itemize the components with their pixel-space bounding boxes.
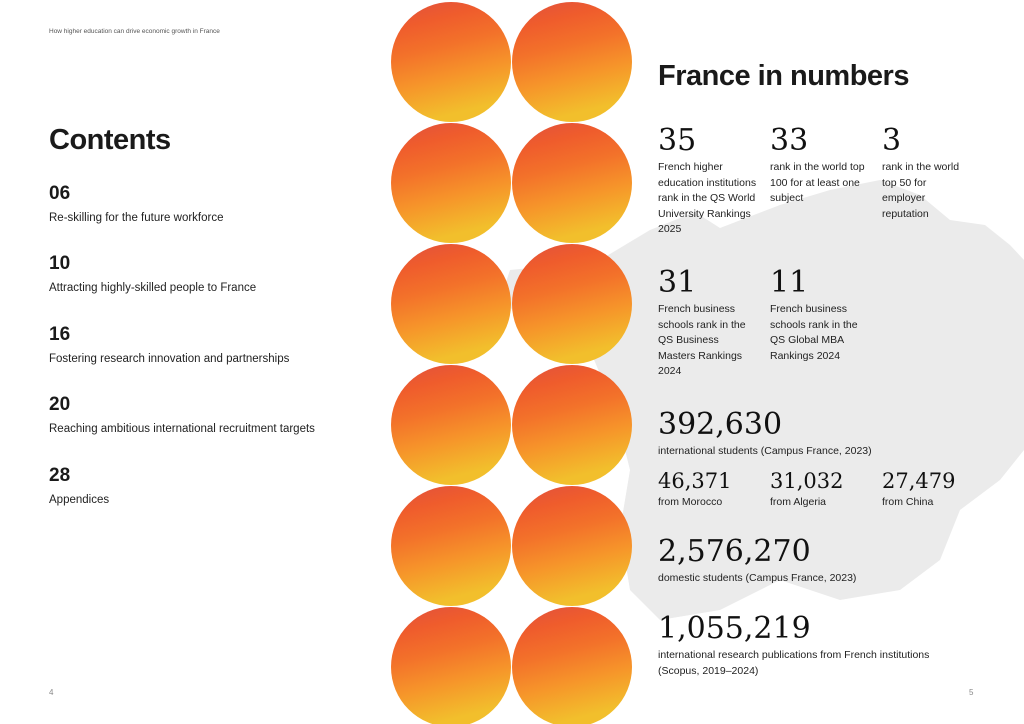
stat-algeria: 31,032 from Algeria	[770, 469, 882, 511]
decorative-circle	[391, 607, 511, 724]
stat-text: international students (Campus France, 2…	[658, 445, 872, 457]
stat-value: 392,630	[658, 407, 783, 442]
stat-international-students: 392,630 international students (Campus F…	[658, 408, 998, 460]
stat-text: rank in the world top 50 for employer re…	[882, 161, 960, 220]
stat-value: 46,371	[658, 469, 732, 493]
toc-item[interactable]: 16 Fostering research innovation and par…	[49, 324, 379, 365]
stat-value: 11	[770, 265, 809, 300]
decorative-circle	[391, 2, 511, 122]
stat-china: 27,479 from China	[882, 469, 994, 511]
stat-text: from China	[882, 496, 934, 508]
stat-value: 3	[882, 123, 902, 158]
decorative-circle	[512, 244, 632, 364]
stat-top100: 33 rank in the world top 100 for at leas…	[770, 124, 882, 207]
stat-institutions: 35 French higher education institutions …	[658, 124, 770, 238]
stat-text: French business schools rank in the QS G…	[770, 303, 858, 362]
decorative-circle	[512, 365, 632, 485]
stat-value: 33	[770, 123, 809, 158]
stat-value: 31	[658, 265, 697, 300]
toc-item[interactable]: 06 Re-skilling for the future workforce	[49, 183, 379, 224]
decorative-circle	[391, 244, 511, 364]
decorative-circle	[512, 607, 632, 724]
toc-item[interactable]: 20 Reaching ambitious international recr…	[49, 394, 379, 435]
stat-text: French business schools rank in the QS B…	[658, 303, 746, 377]
stat-publications: 1,055,219 international research publica…	[658, 612, 968, 679]
stat-global-mba: 11 French business schools rank in the Q…	[770, 266, 882, 364]
page-number-right: 5	[969, 688, 974, 697]
toc-number: 28	[49, 465, 71, 486]
stat-text: international research publications from…	[658, 649, 930, 677]
stat-text: from Algeria	[770, 496, 827, 508]
decorative-circle	[391, 123, 511, 243]
stat-text: French higher education institutions ran…	[658, 161, 757, 235]
decorative-circle	[512, 486, 632, 606]
decorative-circle	[512, 123, 632, 243]
stat-value: 31,032	[770, 469, 844, 493]
running-title: How higher education can drive economic …	[49, 28, 220, 35]
decorative-circle	[391, 365, 511, 485]
numbers-title: France in numbers	[658, 60, 909, 92]
stat-morocco: 46,371 from Morocco	[658, 469, 770, 511]
page-number-left: 4	[49, 688, 54, 697]
toc-item[interactable]: 10 Attracting highly-skilled people to F…	[49, 253, 379, 294]
stat-value: 35	[658, 123, 697, 158]
decorative-circle	[391, 486, 511, 606]
france-map-background	[500, 180, 1024, 620]
decorative-circles	[391, 2, 632, 724]
stat-value: 27,479	[882, 469, 956, 493]
decorative-circle	[512, 2, 632, 122]
stat-top50: 3 rank in the world top 50 for employer …	[882, 124, 994, 222]
stat-business-masters: 31 French business schools rank in the Q…	[658, 266, 770, 380]
toc-label: Appendices	[49, 494, 110, 506]
stat-value: 2,576,270	[658, 534, 811, 569]
toc-label: Fostering research innovation and partne…	[49, 353, 290, 365]
toc-number: 20	[49, 394, 71, 415]
toc-label: Attracting highly-skilled people to Fran…	[49, 282, 257, 294]
stat-text: rank in the world top 100 for at least o…	[770, 161, 865, 204]
stat-value: 1,055,219	[658, 611, 811, 646]
toc-number: 06	[49, 183, 71, 204]
contents-title: Contents	[49, 124, 171, 156]
stat-domestic-students: 2,576,270 domestic students (Campus Fran…	[658, 535, 998, 587]
stat-text: domestic students (Campus France, 2023)	[658, 572, 857, 584]
toc-label: Reaching ambitious international recruit…	[49, 423, 315, 435]
toc-label: Re-skilling for the future workforce	[49, 212, 224, 224]
toc-number: 16	[49, 324, 71, 345]
toc-item[interactable]: 28 Appendices	[49, 465, 379, 506]
stat-text: from Morocco	[658, 496, 723, 508]
toc-number: 10	[49, 253, 71, 274]
